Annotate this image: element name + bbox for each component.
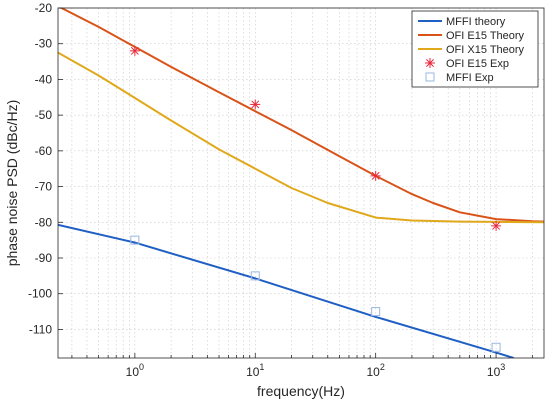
x-tick-label: 101 [246,362,264,379]
y-axis-label: phase noise PSD (dBc/Hz) [4,100,20,267]
legend: MFFI theory OFI E15 Theory OFI X15 Theory O… [411,10,539,88]
data-point-mffi-exp [491,342,501,352]
data-point-ofi-e15-exp [129,45,140,56]
x-axis-label: frequency(Hz) [257,383,345,399]
y-tick-label: -50 [35,108,53,122]
y-tick-label: -20 [35,1,53,15]
data-point-ofi-e15-exp [250,99,261,110]
data-point-ofi-e15-exp [491,220,502,231]
legend-label: MFFI theory [446,16,506,28]
series-line-mffi-theory [58,223,514,358]
data-point-mffi-exp [130,235,140,245]
legend-label: MFFI Exp [446,72,494,84]
x-tick-label: 103 [487,362,505,379]
y-tick-label: -80 [35,215,53,229]
legend-label: OFI E15 Theory [446,30,525,42]
x-tick-label: 100 [126,362,144,379]
x-tick-label: 102 [366,362,384,379]
legend-swatch [425,58,435,68]
plot-frame [57,7,545,359]
series-line-ofi-e15-theory [59,8,544,223]
data-point-mffi-exp [371,307,381,317]
legend-swatch [425,72,435,82]
legend-label: OFI E15 Exp [446,58,509,70]
ticks: -20 -30 -40 -50 -60 -70 -80 -90 -100 -110 100 101 10… [28,1,533,379]
y-tick-label: -40 [35,72,53,86]
y-tick-label: -30 [35,37,53,51]
y-tick-label: -60 [35,144,53,158]
legend-label: OFI X15 Theory [446,44,525,56]
series-line-ofi-x15-theory [58,51,544,224]
y-tick-label: -70 [35,180,53,194]
series-layer [58,8,544,358]
data-point-ofi-e15-exp [370,170,381,181]
y-tick-label: -90 [35,251,53,265]
y-tick-label: -100 [28,287,52,301]
y-tick-label: -110 [29,322,52,336]
data-point-mffi-exp [250,271,260,281]
